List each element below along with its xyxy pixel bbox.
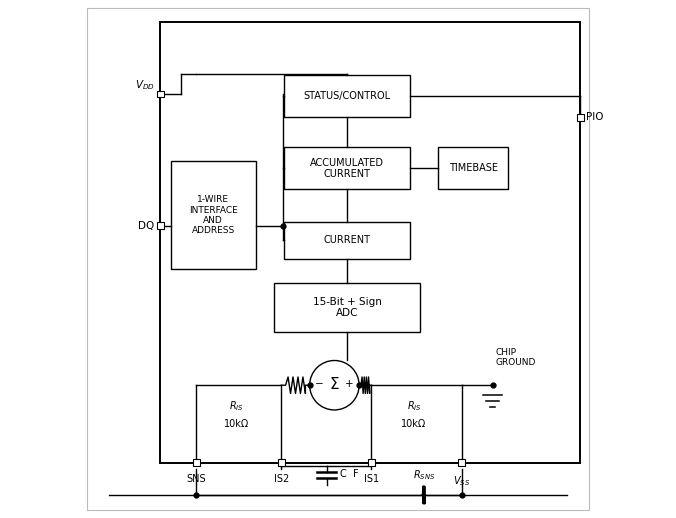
Text: Σ: Σ: [330, 377, 339, 392]
Text: 1-WIRE
INTERFACE
AND
ADDRESS: 1-WIRE INTERFACE AND ADDRESS: [189, 195, 237, 235]
Bar: [368, 459, 375, 466]
Bar: [284, 75, 410, 117]
Text: CURRENT: CURRENT: [324, 236, 370, 246]
Text: DQ: DQ: [138, 221, 154, 231]
Circle shape: [310, 361, 359, 410]
Bar: [284, 147, 410, 190]
Text: IS1: IS1: [364, 474, 379, 484]
Text: SNS: SNS: [187, 474, 206, 484]
Bar: [274, 283, 420, 332]
Text: 10kΩ: 10kΩ: [224, 419, 249, 429]
Bar: [458, 459, 465, 466]
Bar: [278, 459, 285, 466]
Text: $R_{IS}$: $R_{IS}$: [406, 400, 421, 413]
Text: $V_{SS}$: $V_{SS}$: [453, 474, 470, 487]
Text: C  F: C F: [339, 469, 358, 479]
Bar: [160, 22, 580, 463]
Bar: [193, 459, 199, 466]
Bar: [170, 161, 256, 269]
Bar: [577, 114, 583, 121]
Text: TIMEBASE: TIMEBASE: [449, 163, 498, 174]
Text: $R_{IS}$: $R_{IS}$: [228, 400, 243, 413]
Bar: [284, 222, 410, 259]
Text: PIO: PIO: [586, 112, 604, 122]
Bar: [157, 222, 164, 229]
Text: STATUS/CONTROL: STATUS/CONTROL: [304, 91, 391, 101]
Bar: [439, 147, 508, 190]
Text: $V_{DD}$: $V_{DD}$: [135, 78, 155, 92]
Bar: [157, 91, 164, 97]
Text: ACCUMULATED
CURRENT: ACCUMULATED CURRENT: [310, 157, 384, 179]
Text: +: +: [345, 379, 354, 388]
Text: CHIP
GROUND: CHIP GROUND: [495, 348, 535, 367]
Text: −: −: [315, 379, 324, 388]
Text: 10kΩ: 10kΩ: [402, 419, 427, 429]
Text: 15-Bit + Sign
ADC: 15-Bit + Sign ADC: [312, 297, 381, 319]
Text: $R_{SNS}$: $R_{SNS}$: [412, 468, 435, 482]
Text: IS2: IS2: [274, 474, 289, 484]
